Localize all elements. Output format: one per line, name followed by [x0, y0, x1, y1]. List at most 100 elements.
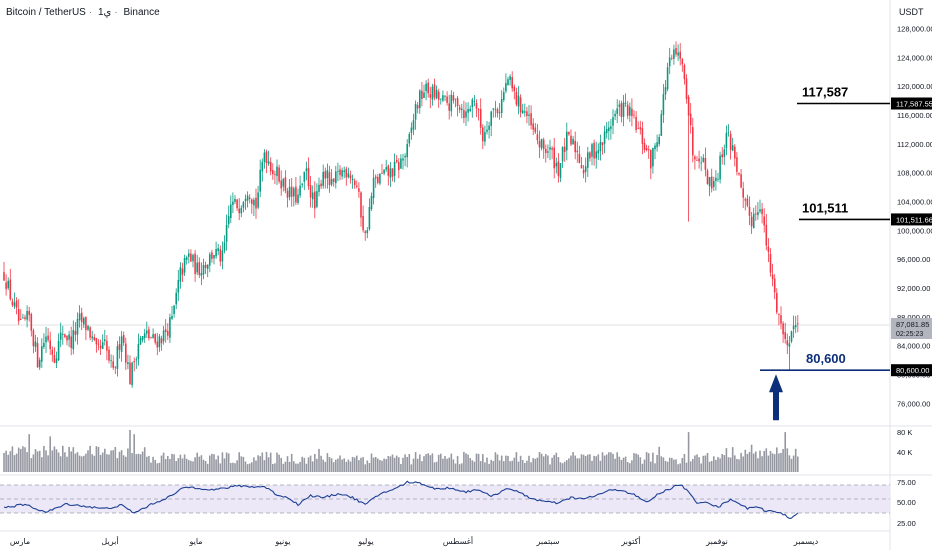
volume-bar: [755, 451, 757, 472]
candle-body: [194, 253, 196, 275]
candle-body: [704, 157, 707, 170]
volume-bar: [202, 459, 205, 472]
candle-body: [188, 253, 190, 257]
candle-body: [192, 254, 194, 262]
candle-body: [343, 170, 345, 172]
volume-bar: [133, 434, 135, 472]
volume-bar: [482, 454, 484, 472]
volume-bar: [238, 452, 240, 472]
volume-bar: [104, 448, 106, 472]
candle-body: [139, 338, 142, 345]
candle-body: [750, 216, 753, 227]
month-tick-label: ديسمبر: [793, 537, 819, 546]
candle-body: [778, 313, 780, 315]
candle-body: [500, 98, 503, 113]
candle-body: [278, 167, 280, 182]
volume-bar: [534, 458, 537, 472]
volume-bar: [402, 457, 404, 472]
volume-bar: [41, 457, 43, 472]
candle-body: [794, 325, 797, 328]
candle-body: [389, 168, 392, 178]
candle-body: [146, 330, 148, 334]
volume-bar: [377, 458, 379, 472]
volume-bar: [614, 458, 616, 472]
volume-bar: [654, 463, 656, 472]
volume-bar: [97, 446, 100, 472]
volume-bar: [412, 458, 415, 472]
price-tick-label: 96,000.00: [897, 255, 930, 264]
candle-body: [34, 341, 37, 347]
exchange-name: Binance: [123, 7, 160, 18]
volume-bar: [708, 461, 711, 472]
level-price-tag: [891, 364, 932, 377]
volume-bar: [778, 453, 780, 472]
candle-body: [645, 147, 648, 150]
volume-bar: [366, 460, 369, 472]
volume-bar: [362, 457, 364, 472]
volume-bar: [154, 459, 156, 472]
candle-body: [767, 246, 770, 252]
price-tick-label: 84,000.00: [897, 342, 930, 351]
volume-bar: [87, 450, 89, 472]
candle-body: [650, 149, 652, 169]
candle-body: [335, 171, 337, 184]
candle-body: [351, 178, 354, 181]
candle-body: [66, 335, 68, 341]
candle-body: [215, 249, 217, 257]
candle-body: [576, 150, 579, 153]
volume-bar: [631, 460, 633, 472]
candle-body: [167, 331, 169, 336]
currency-label[interactable]: USDT: [899, 7, 924, 17]
rsi-tick-label: 25.00: [897, 519, 916, 528]
volume-bar: [475, 453, 478, 472]
chart-legend-header[interactable]: Bitcoin / TetherUS · 1ي · Binance: [6, 7, 163, 18]
volume-bar: [687, 432, 690, 472]
candle-body: [752, 213, 755, 229]
candle-body: [356, 185, 358, 187]
candle-body: [358, 188, 360, 192]
volume-bar: [55, 449, 58, 472]
volume-bar: [3, 452, 5, 472]
volume-bar: [660, 456, 663, 472]
volume-bar: [282, 463, 285, 472]
candle-body: [106, 340, 108, 351]
candle-body: [255, 197, 257, 209]
volume-bar: [740, 452, 742, 472]
candle-body: [234, 198, 236, 202]
candle-body: [49, 340, 51, 350]
candle-body: [792, 325, 795, 330]
volume-bar: [93, 455, 96, 472]
volume-bar: [790, 458, 793, 472]
candle-body: [727, 132, 730, 134]
candle-body: [616, 108, 618, 114]
candle-body: [272, 170, 274, 175]
volume-bar: [349, 461, 352, 472]
candle-body: [387, 165, 390, 176]
volume-bar: [408, 454, 411, 472]
volume-bar: [467, 454, 469, 472]
candle-body: [206, 264, 209, 269]
volume-bar: [370, 453, 373, 472]
volume-bar: [62, 445, 64, 472]
candle-body: [668, 57, 671, 67]
candle-body: [47, 335, 49, 341]
level-annotations: 117,587 117,587.55 101,511 101,511.66 80,600…: [760, 85, 932, 421]
candle-body: [696, 160, 698, 161]
candle-body: [681, 59, 684, 65]
volume-bar: [734, 455, 736, 472]
candle-body: [582, 169, 585, 174]
candle-body: [742, 188, 744, 198]
candle-body: [97, 343, 100, 345]
volume-bar: [496, 454, 499, 472]
volume-bar: [251, 462, 253, 472]
candle-body: [507, 79, 509, 86]
candle-body: [116, 346, 119, 369]
candle-body: [307, 168, 310, 187]
candle-body: [87, 325, 89, 330]
candle-body: [731, 145, 734, 151]
volume-bar: [297, 463, 299, 472]
volume-bar: [515, 452, 518, 472]
candle-body: [469, 108, 471, 111]
